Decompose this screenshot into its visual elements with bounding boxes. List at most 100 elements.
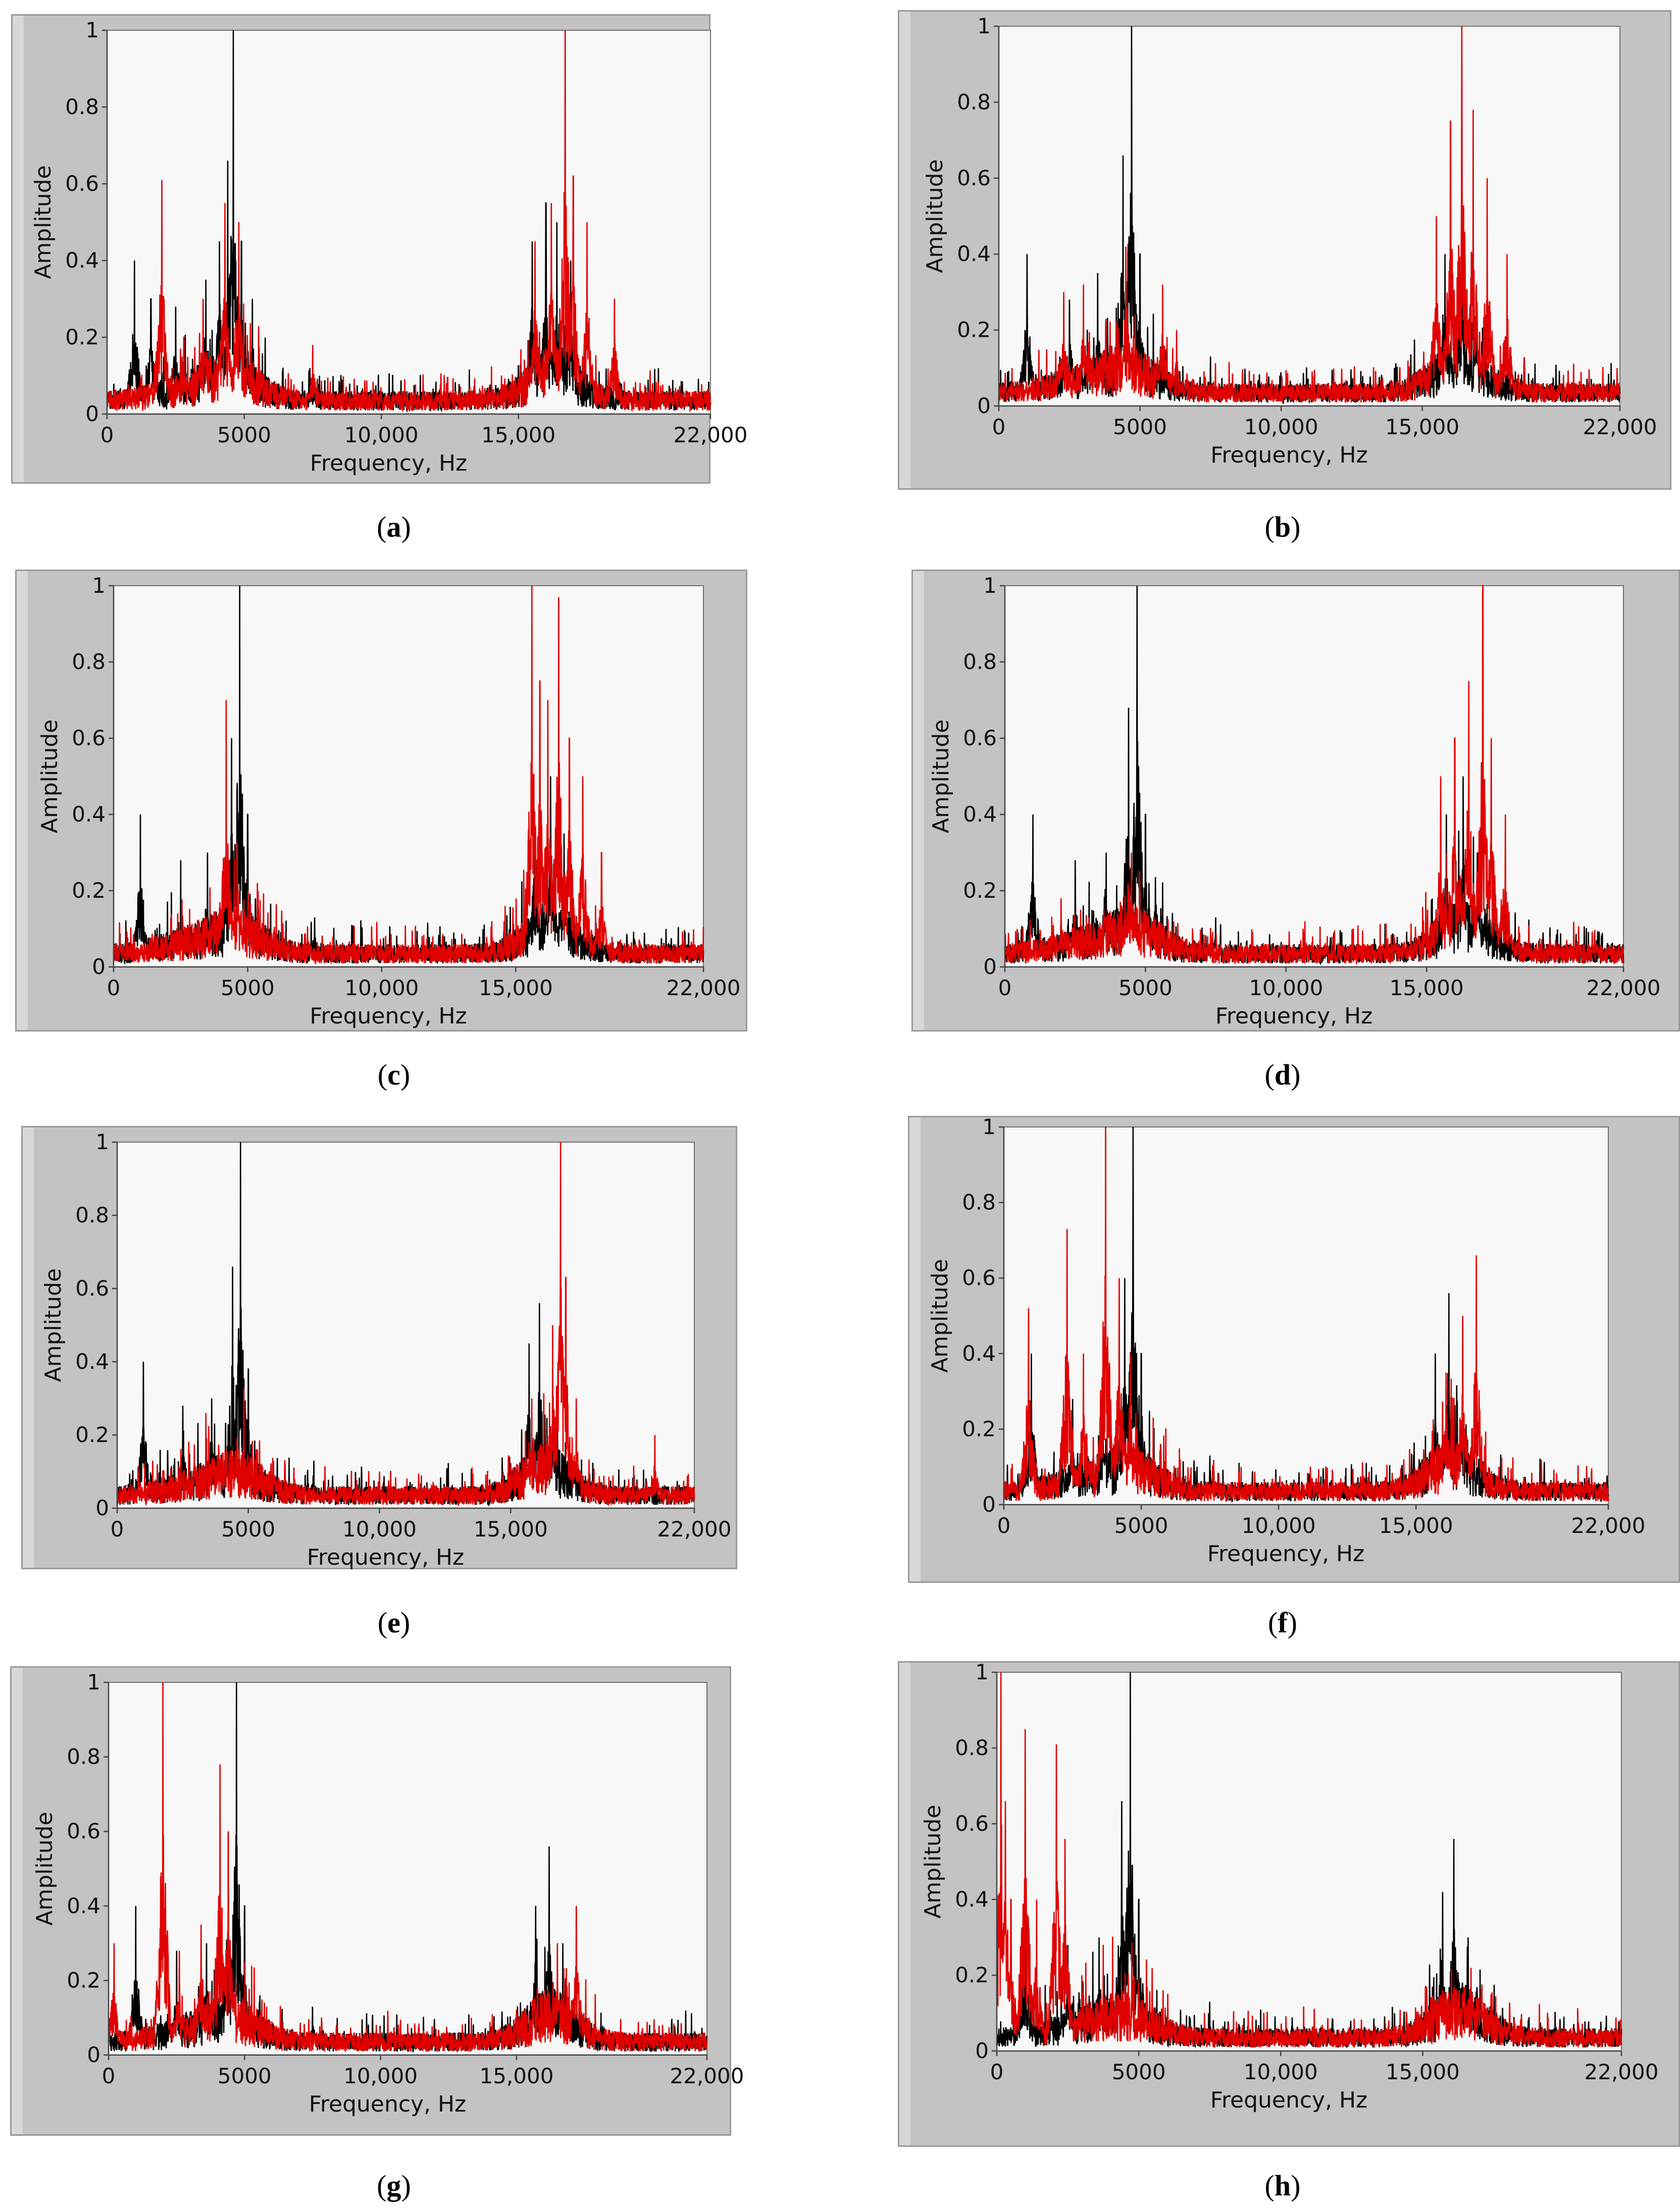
y-tick-label: 0 [92,954,106,979]
caption-open-paren: ( [1264,510,1275,543]
y-tick-label: 0.4 [962,1341,996,1366]
plot-area [996,1672,1622,2051]
y-tick-label: 0.4 [957,241,991,266]
y-tick-label: 0.6 [65,171,99,196]
y-tick-label: 0.6 [72,726,106,750]
y-tick-label: 0.2 [962,1416,996,1441]
chart-svg-d: 0 0.2 0.4 0.6 0.8 1 0 5000 10,000 15,000 22,000 Fre… [911,570,1680,1032]
series-line-red [1004,585,1624,966]
x-tick-label: 5000 [1118,975,1173,1000]
chart-svg-e: 0 0.2 0.4 0.6 0.8 1 0 5000 10,000 15,000 22,000 Fre… [21,1126,737,1570]
y-tick-label: 1 [982,1114,996,1139]
y-tick-label: 1 [983,573,997,598]
y-tick-label: 1 [95,1129,109,1154]
series-line-red [106,30,711,413]
chart-frame-edge [12,1668,23,2134]
y-tick-label: 0.6 [957,166,991,190]
x-tick-label: 15,000 [479,2064,553,2088]
chart-svg-b: 0 0.2 0.4 0.6 0.8 1 0 5000 10,000 15,000 22,000 Fre… [898,10,1671,490]
caption-letter: d [1274,1058,1291,1091]
y-tick-label: 0.6 [955,1811,989,1836]
x-tick-label: 10,000 [1249,975,1323,1000]
y-tick-label: 0 [982,1492,996,1517]
y-tick-label: 0.4 [963,802,997,827]
x-tick-label: 22,000 [1571,1513,1646,1538]
chart-panel-d: 0 0.2 0.4 0.6 0.8 1 0 5000 10,000 15,000 22,000 Fre… [911,570,1680,1032]
y-axis-label: Amplitude [37,720,63,833]
panel-caption-c: (c) [378,1058,410,1092]
y-tick-label: 0.6 [962,1265,996,1290]
panel-caption-e: (e) [378,1606,410,1639]
y-tick-label: 0.4 [75,1349,109,1374]
panel-caption-h: (h) [1265,2169,1301,2202]
y-tick-label: 0.8 [962,1190,996,1215]
x-tick-label: 10,000 [1242,1513,1316,1538]
y-tick-label: 0.8 [955,1735,989,1760]
y-tick-label: 0.2 [957,318,991,342]
y-tick-label: 0 [983,954,997,979]
x-tick-label: 0 [998,975,1012,1000]
caption-letter: a [386,510,401,543]
caption-letter: e [387,1606,400,1639]
series-line-red [998,26,1621,404]
y-axis-label: Amplitude [928,720,954,833]
y-tick-label: 0 [85,401,99,426]
x-axis-label: Frequency, Hz [310,1003,467,1029]
caption-close-paren: ) [1287,1606,1297,1639]
caption-close-paren: ) [400,1058,411,1091]
x-tick-label: 10,000 [343,2064,418,2088]
plot-area [107,30,711,415]
caption-close-paren: ) [1291,510,1301,543]
y-tick-label: 0 [975,2038,989,2063]
x-tick-label: 15,000 [1390,975,1464,1000]
chart-panel-h: 0 0.2 0.4 0.6 0.8 1 0 5000 10,000 15,000 22,000 Fre… [898,1660,1680,2147]
caption-close-paren: ) [401,510,411,543]
x-tick-label: 10,000 [344,975,419,1000]
panel-caption-b: (b) [1265,510,1301,544]
chart-panel-f: 0 0.2 0.4 0.6 0.8 1 0 5000 10,000 15,000 22,000 Fre… [908,1114,1680,1583]
y-tick-label: 0.8 [957,89,991,114]
caption-open-paren: ( [377,2169,387,2202]
x-axis-label: Frequency, Hz [307,1545,464,1570]
caption-open-paren: ( [1264,2169,1275,2202]
x-tick-label: 10,000 [342,1517,417,1542]
y-tick-label: 0.6 [75,1276,109,1301]
chart-frame-edge [23,1127,34,1568]
y-tick-label: 0 [87,2042,100,2067]
caption-letter: f [1278,1606,1288,1639]
x-tick-label: 22,000 [670,2064,744,2088]
x-tick-label: 0 [100,423,114,447]
y-tick-label: 1 [92,573,106,598]
caption-close-paren: ) [400,1606,411,1639]
y-axis-label: Amplitude [30,165,56,279]
x-tick-label: 5000 [1112,2060,1166,2084]
caption-letter: b [1274,510,1291,543]
y-axis-label: Amplitude [40,1268,66,1382]
x-axis-label: Frequency, Hz [1210,2087,1367,2113]
x-tick-label: 15,000 [1386,2060,1460,2084]
y-tick-label: 0.2 [963,878,997,903]
x-tick-label: 5000 [221,975,275,1000]
x-tick-label: 15,000 [1379,1513,1453,1538]
x-tick-label: 15,000 [474,1517,548,1542]
series-line-red [1003,1126,1609,1503]
chart-frame-edge [13,16,24,482]
y-axis-label: Amplitude [922,159,948,273]
plot-area [113,585,704,967]
caption-open-paren: ( [377,1058,388,1091]
x-axis-label: Frequency, Hz [310,450,467,476]
x-axis-label: Frequency, Hz [1210,442,1367,468]
x-tick-label: 5000 [1114,1513,1168,1538]
x-tick-label: 5000 [1113,415,1167,439]
y-tick-label: 0.8 [65,94,99,119]
x-tick-label: 0 [102,2064,116,2088]
x-tick-label: 22,000 [674,423,748,447]
chart-frame-edge [913,571,924,1030]
plot-area [998,26,1620,406]
caption-open-paren: ( [1268,1606,1278,1639]
caption-letter: c [387,1058,400,1091]
x-tick-label: 10,000 [1244,415,1318,439]
x-tick-label: 10,000 [344,423,419,447]
chart-frame-edge [17,571,28,1030]
chart-panel-a: 0 0.2 0.4 0.6 0.8 1 0 5000 10,000 15,000 22,000 Fre… [11,14,747,484]
